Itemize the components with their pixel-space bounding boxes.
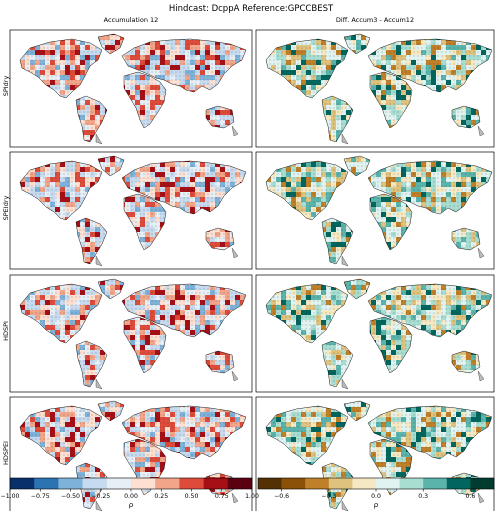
row-label-speidry: SPEIdry <box>2 195 10 220</box>
map-panel-frame <box>255 29 495 148</box>
coastline-eurasia <box>367 38 493 93</box>
map-panel-r1-c1 <box>255 151 495 270</box>
coastline-greenland <box>97 155 125 177</box>
coastline-northAmerica <box>265 38 349 99</box>
row-label-spidry: SPIdry <box>2 76 10 97</box>
small-islands <box>95 247 239 267</box>
map-panels <box>9 29 495 511</box>
coastline-africa <box>123 193 167 251</box>
map-panel-frame <box>255 151 495 270</box>
coastline-southAmerica <box>321 217 354 265</box>
map-panel-r0-c0 <box>9 29 253 148</box>
column-title-right: Diff. Accum3 - Accum12 <box>336 16 414 24</box>
small-islands <box>95 125 239 145</box>
map-panel-r0-c1 <box>255 29 495 148</box>
coastline-eurasia <box>121 160 247 215</box>
map-panel-r2-c0 <box>9 274 253 393</box>
coastline-northAmerica <box>19 38 103 99</box>
row-label-hdspi: HDSPI <box>2 321 10 341</box>
coastline-australia <box>451 105 481 129</box>
coastline-southAmerica <box>75 217 108 265</box>
coastline-australia <box>205 105 235 129</box>
coastline-southAmerica <box>75 95 108 143</box>
coastline-africa <box>369 71 413 129</box>
coastline-northAmerica <box>19 160 103 221</box>
coastline-greenland <box>343 33 371 55</box>
map-panel-frame <box>9 151 253 270</box>
small-islands <box>341 125 485 145</box>
coastline-greenland <box>343 155 371 177</box>
coastline-eurasia <box>121 38 247 93</box>
row-label-hdspei: HDSPEI <box>2 441 10 465</box>
map-panel-r1-c0 <box>9 151 253 270</box>
column-title-left: Accumulation 12 <box>104 16 159 24</box>
map-panel-frame <box>9 29 253 148</box>
coastline-africa <box>369 193 413 251</box>
coastline-africa <box>123 71 167 129</box>
coastline-greenland <box>97 33 125 55</box>
coastline-southAmerica <box>321 95 354 143</box>
coastline-australia <box>205 227 235 251</box>
coastline-northAmerica <box>265 160 349 221</box>
coastline-eurasia <box>367 160 493 215</box>
figure-suptitle: Hindcast: DcppA Reference:GPCCBEST <box>169 4 334 14</box>
small-islands <box>341 247 485 267</box>
coastline-australia <box>451 227 481 251</box>
